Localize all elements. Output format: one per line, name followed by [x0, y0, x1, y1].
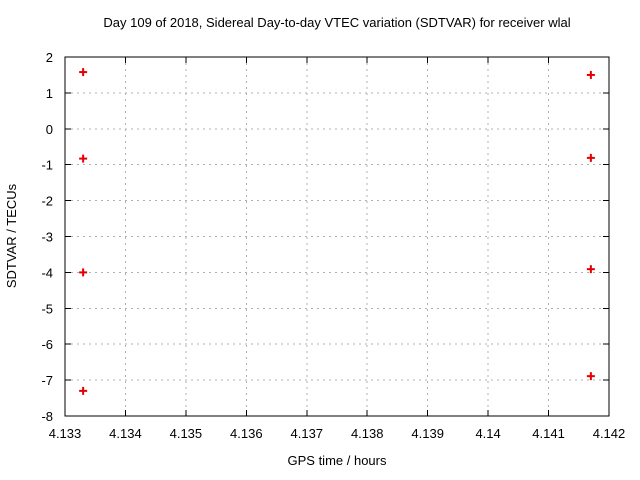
y-tick-label: 2 — [46, 50, 53, 65]
y-tick-label: 0 — [46, 122, 53, 137]
x-tick-label: 4.139 — [411, 426, 444, 441]
chart-title: Day 109 of 2018, Sidereal Day-to-day VTE… — [103, 15, 571, 30]
y-tick-label: -4 — [41, 265, 53, 280]
data-point — [79, 386, 88, 395]
x-tick-label: 4.138 — [351, 426, 384, 441]
data-point — [586, 70, 595, 79]
x-tick-label: 4.135 — [170, 426, 203, 441]
x-tick-label: 4.133 — [49, 426, 82, 441]
data-point — [586, 153, 595, 162]
data-point — [79, 268, 88, 277]
y-tick-label: -6 — [41, 337, 53, 352]
data-point — [79, 154, 88, 163]
y-tick-label: -1 — [41, 158, 53, 173]
data-point — [586, 372, 595, 381]
y-tick-label: -8 — [41, 409, 53, 424]
x-tick-label: 4.141 — [532, 426, 565, 441]
y-tick-label: 1 — [46, 86, 53, 101]
x-tick-label: 4.137 — [291, 426, 324, 441]
x-tick-label: 4.142 — [593, 426, 626, 441]
y-tick-label: -2 — [41, 194, 53, 209]
data-point — [586, 265, 595, 274]
x-tick-label: 4.14 — [475, 426, 500, 441]
x-tick-label: 4.136 — [230, 426, 263, 441]
y-tick-label: -7 — [41, 373, 53, 388]
y-tick-label: -5 — [41, 301, 53, 316]
x-axis-label: GPS time / hours — [287, 453, 387, 468]
data-point — [79, 68, 88, 77]
x-tick-label: 4.134 — [109, 426, 142, 441]
y-tick-label: -3 — [41, 230, 53, 245]
